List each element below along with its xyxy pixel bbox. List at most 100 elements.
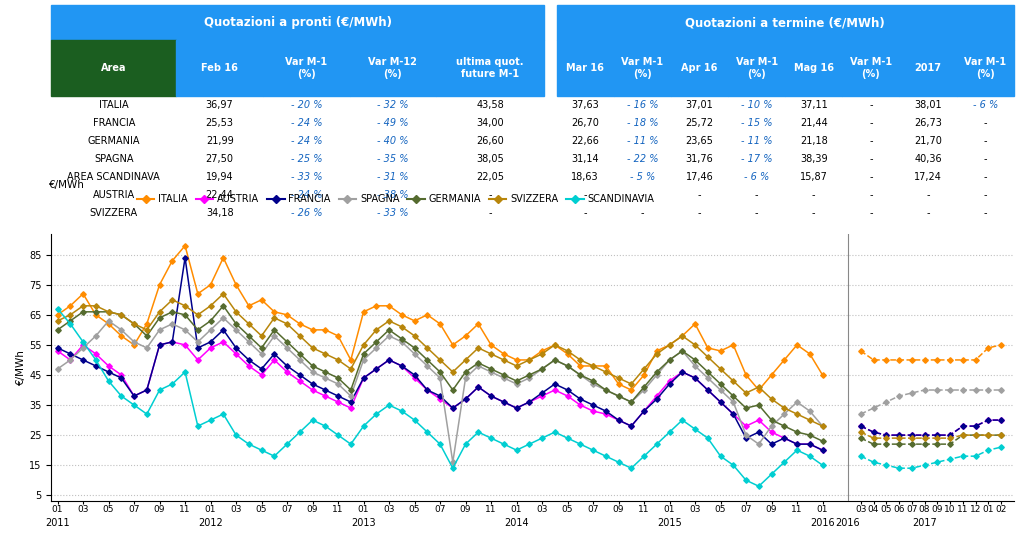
Text: Mar 16: Mar 16 <box>566 63 604 73</box>
Text: -: - <box>927 190 930 199</box>
Text: -: - <box>869 100 872 110</box>
Text: 40,36: 40,36 <box>914 154 942 164</box>
Bar <box>671 40 728 96</box>
Text: - 40 %: - 40 % <box>377 136 409 146</box>
Text: Area: Area <box>101 63 127 73</box>
Text: FRANCIA: FRANCIA <box>92 118 135 128</box>
Text: 2017: 2017 <box>914 63 941 73</box>
Bar <box>557 5 1014 40</box>
Text: SPAGNA: SPAGNA <box>94 154 133 164</box>
Bar <box>436 40 544 96</box>
Text: 36,97: 36,97 <box>206 100 233 110</box>
Text: -: - <box>697 208 701 218</box>
Bar <box>843 40 899 96</box>
Bar <box>176 40 263 96</box>
Text: - 15 %: - 15 % <box>740 118 772 128</box>
Text: -: - <box>812 208 815 218</box>
Text: 38,39: 38,39 <box>800 154 827 164</box>
Bar <box>349 40 436 96</box>
Text: 37,63: 37,63 <box>571 100 599 110</box>
Text: 25,53: 25,53 <box>206 118 233 128</box>
Text: 25,72: 25,72 <box>685 118 714 128</box>
Text: 21,44: 21,44 <box>800 118 827 128</box>
Text: - 24 %: - 24 % <box>291 136 322 146</box>
Text: -: - <box>927 208 930 218</box>
Text: Quotazioni a pronti (€/MWh): Quotazioni a pronti (€/MWh) <box>204 16 391 29</box>
Text: 31,76: 31,76 <box>685 154 714 164</box>
Text: AUSTRIA: AUSTRIA <box>93 190 135 199</box>
Text: -: - <box>755 208 759 218</box>
Text: -: - <box>584 208 587 218</box>
Text: - 33 %: - 33 % <box>377 208 409 218</box>
Text: - 6 %: - 6 % <box>744 172 769 182</box>
Text: - 11 %: - 11 % <box>740 136 772 146</box>
Text: Var M-1
(%): Var M-1 (%) <box>735 57 777 79</box>
Text: -: - <box>869 172 872 182</box>
Text: -: - <box>869 190 872 199</box>
Text: -: - <box>488 208 492 218</box>
Text: -: - <box>641 208 644 218</box>
Text: - 24 %: - 24 % <box>291 118 322 128</box>
Text: -: - <box>641 190 644 199</box>
Bar <box>51 40 176 96</box>
Text: - 18 %: - 18 % <box>627 118 658 128</box>
Text: -: - <box>983 208 987 218</box>
Text: SVIZZERA: SVIZZERA <box>90 208 138 218</box>
Text: - 16 %: - 16 % <box>627 100 658 110</box>
Text: - 24 %: - 24 % <box>291 190 322 199</box>
Text: - 17 %: - 17 % <box>740 154 772 164</box>
Bar <box>613 40 671 96</box>
Text: 2013: 2013 <box>351 518 376 528</box>
Text: -: - <box>755 190 759 199</box>
Text: - 25 %: - 25 % <box>291 154 322 164</box>
Text: 19,94: 19,94 <box>206 172 233 182</box>
Bar <box>51 5 544 40</box>
Text: - 33 %: - 33 % <box>291 172 322 182</box>
Text: 2012: 2012 <box>199 518 223 528</box>
Text: 2011: 2011 <box>45 518 70 528</box>
Text: Var M-1
(%): Var M-1 (%) <box>850 57 892 79</box>
Text: -: - <box>869 136 872 146</box>
Text: 2014: 2014 <box>504 518 528 528</box>
Text: 22,44: 22,44 <box>206 190 233 199</box>
Text: Var M-1
(%): Var M-1 (%) <box>622 57 664 79</box>
Text: -: - <box>488 190 492 199</box>
Text: €/MWh: €/MWh <box>49 181 85 190</box>
Bar <box>263 40 349 96</box>
Bar <box>956 40 1014 96</box>
Text: -: - <box>869 154 872 164</box>
Text: Feb 16: Feb 16 <box>201 63 239 73</box>
Legend: ITALIA, AUSTRIA, FRANCIA, SPAGNA, GERMANIA, SVIZZERA, SCANDINAVIA: ITALIA, AUSTRIA, FRANCIA, SPAGNA, GERMAN… <box>133 190 658 208</box>
Text: 22,05: 22,05 <box>476 172 504 182</box>
Bar <box>785 40 843 96</box>
Text: 17,24: 17,24 <box>914 172 942 182</box>
Bar <box>557 40 613 96</box>
Text: -: - <box>697 190 701 199</box>
Text: 37,01: 37,01 <box>685 100 714 110</box>
Text: - 38 %: - 38 % <box>377 190 409 199</box>
Text: 37,11: 37,11 <box>800 100 827 110</box>
Text: 31,14: 31,14 <box>571 154 599 164</box>
Text: - 5 %: - 5 % <box>630 172 655 182</box>
Text: -: - <box>983 136 987 146</box>
Text: 17,46: 17,46 <box>685 172 714 182</box>
Text: -: - <box>983 190 987 199</box>
Text: -: - <box>983 118 987 128</box>
Text: -: - <box>869 208 872 218</box>
Text: Mag 16: Mag 16 <box>794 63 834 73</box>
Text: 34,00: 34,00 <box>476 118 504 128</box>
Text: -: - <box>983 154 987 164</box>
Text: -: - <box>869 118 872 128</box>
Text: ITALIA: ITALIA <box>99 100 129 110</box>
Text: 26,60: 26,60 <box>476 136 504 146</box>
Text: 2016: 2016 <box>836 518 860 528</box>
Text: 21,99: 21,99 <box>206 136 233 146</box>
Text: - 35 %: - 35 % <box>377 154 409 164</box>
Text: - 49 %: - 49 % <box>377 118 409 128</box>
Y-axis label: €/MWh: €/MWh <box>16 349 27 385</box>
Text: 2016: 2016 <box>810 518 835 528</box>
Text: Var M-1
(%): Var M-1 (%) <box>286 57 328 79</box>
Text: AREA SCANDINAVA: AREA SCANDINAVA <box>68 172 160 182</box>
Text: - 10 %: - 10 % <box>740 100 772 110</box>
Text: 2015: 2015 <box>657 518 682 528</box>
